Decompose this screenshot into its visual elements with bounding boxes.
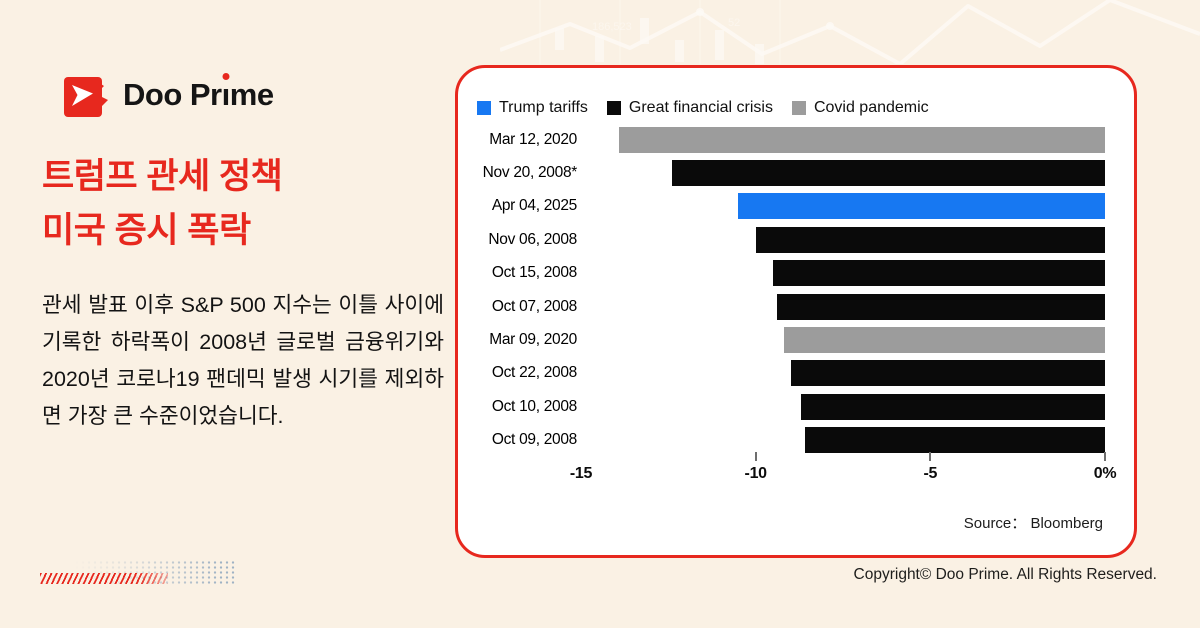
chart-row: Oct 22, 2008	[458, 357, 1105, 390]
axis-tick-label: -15	[569, 465, 593, 482]
bar-label: Oct 07, 2008	[491, 297, 577, 315]
bar-covid	[619, 126, 1105, 153]
axis-tick-mark	[929, 452, 932, 461]
description-text: 관세 발표 이후 S&P 500 지수는 이틀 사이에 기록한 하락폭이 200…	[42, 293, 444, 428]
brand-name-post: me	[229, 77, 274, 112]
bar-track	[581, 193, 1105, 220]
bar-track	[581, 360, 1105, 387]
bar-track	[581, 427, 1105, 454]
bar-track	[581, 226, 1105, 253]
bar-label: Oct 09, 2008	[491, 431, 577, 449]
source-label: Source：	[963, 515, 1031, 532]
trump-legend-swatch	[477, 101, 491, 115]
chart-row: Oct 15, 2008	[458, 257, 1105, 290]
bar-track	[581, 293, 1105, 320]
chart-row: Oct 10, 2008	[458, 390, 1105, 423]
brand-logo: Doo Pr ı me	[64, 76, 274, 118]
bar-track	[581, 160, 1105, 187]
brand-logo-mark-icon	[64, 77, 108, 117]
bar-gfc	[804, 427, 1105, 454]
bar-covid	[783, 327, 1105, 354]
svg-text:52: 52	[728, 17, 740, 29]
bar-gfc	[790, 360, 1105, 387]
svg-text:186,523: 186,523	[592, 21, 632, 33]
gfc-legend-swatch	[606, 101, 621, 115]
chart-row: Mar 09, 2020	[458, 323, 1105, 356]
chart-row: Nov 20, 2008*	[458, 156, 1105, 189]
page-title-line2: 미국 증시 폭락	[42, 211, 251, 250]
copyright-text: Copyright© Doo Prime. All Rights Reserve…	[853, 566, 1157, 583]
legend-item-covid: Covid pandemic	[791, 99, 929, 117]
legend-label: Covid pandemic	[813, 99, 929, 116]
bar-gfc	[773, 260, 1105, 287]
source-note: Source： Bloomberg	[964, 512, 1103, 533]
legend-label: Great financial crisis	[628, 99, 773, 116]
bar-gfc	[801, 393, 1105, 420]
striped-bar-decoration	[40, 573, 168, 584]
bar-label: Oct 22, 2008	[491, 364, 577, 382]
market-chart-watermark: 186,523 52	[500, 0, 1200, 64]
bar-label: Mar 12, 2020	[489, 130, 577, 148]
chart-rows: Mar 12, 2020 Nov 20, 2008* Apr 04, 2025 Nov…	[458, 123, 1105, 457]
bar-label: Nov 20, 2008*	[482, 164, 578, 182]
bar-gfc	[755, 226, 1105, 253]
bar-track	[581, 260, 1105, 287]
bar-track	[581, 126, 1105, 153]
axis-tick-mark	[754, 452, 757, 461]
axis-tick-label: -10	[744, 465, 768, 482]
bar-label: Nov 06, 2008	[488, 230, 577, 248]
legend-item-gfc: Great financial crisis	[606, 99, 773, 117]
source-value: Bloomberg	[1030, 515, 1103, 532]
axis-tick-label: -5	[923, 465, 938, 482]
chart-card: Trump tariffs Great financial crisis Covid…	[455, 65, 1137, 558]
page-title: 트럼프 관세 정책 미국 증시 폭락	[42, 150, 283, 258]
axis-tick-mark	[1104, 452, 1106, 461]
bar-track	[581, 327, 1105, 354]
covid-legend-swatch	[791, 101, 806, 115]
bar-label: Mar 09, 2020	[489, 331, 577, 349]
bar-label: Oct 10, 2008	[491, 397, 577, 415]
chart-x-axis: -15 -10 -5 0%	[570, 449, 1117, 489]
chart-row: Apr 04, 2025	[458, 190, 1105, 223]
legend-label: Trump tariffs	[499, 99, 588, 116]
bar-label: Oct 15, 2008	[491, 264, 577, 282]
axis-tick-label: 0%	[1093, 465, 1117, 482]
bar-label: Apr 04, 2025	[491, 197, 577, 215]
bar-trump	[738, 193, 1105, 220]
brand-name-pre: Doo Pr	[123, 77, 222, 112]
legend-item-trump: Trump tariffs	[477, 99, 588, 117]
chart-row: Oct 09, 2008	[458, 424, 1105, 457]
page-title-line1: 트럼프 관세 정책	[42, 157, 283, 196]
bar-gfc	[671, 160, 1105, 187]
brand-name-i: ı	[221, 77, 231, 112]
chart-row: Nov 06, 2008	[458, 223, 1105, 256]
chart-legend: Trump tariffs Great financial crisis Covid…	[477, 99, 929, 117]
chart-row: Oct 07, 2008	[458, 290, 1105, 323]
chart-row: Mar 12, 2020	[458, 123, 1105, 156]
brand-logo-text: Doo Pr ı me	[123, 77, 274, 113]
bar-track	[581, 393, 1105, 420]
bar-gfc	[776, 293, 1105, 320]
